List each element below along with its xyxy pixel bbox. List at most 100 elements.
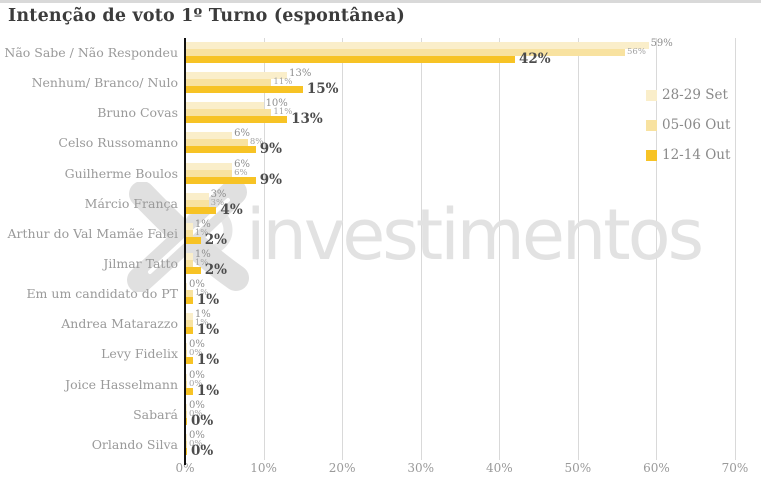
legend: 28-29 Set 05-06 Out 12-14 Out — [646, 80, 730, 170]
bar-value-label: 13% — [291, 111, 323, 128]
bar-28-29-set — [185, 72, 288, 80]
bar-value-label: 0% — [189, 339, 205, 351]
gridline — [499, 38, 501, 460]
legend-swatch-12-14-out — [646, 149, 657, 161]
bar-28-29-set — [185, 403, 187, 411]
bar-value-label: 9% — [259, 171, 282, 188]
bar-12-14-out — [185, 447, 187, 455]
bar-28-29-set — [185, 373, 187, 381]
top-border — [0, 0, 761, 3]
x-tick-label: 0% — [175, 461, 195, 475]
legend-swatch-05-06-out — [646, 119, 657, 131]
bar-28-29-set — [185, 433, 187, 441]
gridline — [263, 38, 265, 460]
category-label: Andrea Matarazzo — [61, 316, 178, 332]
bar-05-06-out — [185, 169, 233, 177]
category-label: Nenhum/ Branco/ Nulo — [31, 75, 178, 91]
bar-value-label: 10% — [265, 98, 288, 110]
bar-value-label: 15% — [306, 81, 339, 98]
bar-value-label: 6% — [234, 167, 248, 178]
bar-12-14-out — [185, 387, 193, 395]
bar-value-label: 2% — [204, 261, 227, 278]
bar-12-14-out — [185, 116, 288, 124]
bar-05-06-out — [185, 290, 193, 298]
y-axis-line — [184, 38, 186, 460]
bar-value-label: 0% — [189, 399, 205, 411]
legend-swatch-28-29-set — [646, 89, 657, 101]
gridline — [577, 38, 579, 460]
bar-value-label: 1% — [194, 318, 209, 329]
bar-28-29-set — [185, 343, 187, 351]
category-label: Jilmar Tatto — [103, 255, 178, 271]
bar-value-label: 4% — [220, 201, 243, 218]
bar-value-label: 0% — [189, 378, 203, 389]
bar-value-label: 1% — [194, 309, 211, 321]
x-tick-label: 50% — [564, 461, 592, 475]
bar-05-06-out — [185, 139, 248, 147]
legend-label: 05-06 Out — [662, 117, 731, 133]
bar-12-14-out — [185, 417, 187, 425]
category-label: Em um candidato do PT — [26, 286, 178, 302]
bar-05-06-out — [185, 320, 193, 328]
bar-value-label: 0% — [189, 438, 203, 449]
bar-value-label: 11% — [273, 77, 293, 88]
bar-28-29-set — [185, 252, 193, 260]
y-axis-tick — [184, 460, 186, 465]
bar-value-label: 42% — [519, 51, 551, 67]
bar-12-14-out — [185, 236, 201, 244]
bar-28-29-set — [185, 42, 649, 49]
x-tick-label: 40% — [485, 461, 513, 475]
bar-05-06-out — [185, 49, 625, 56]
bar-value-label: 8% — [249, 137, 264, 148]
bar-value-label: 1% — [196, 292, 220, 309]
category-label: Guilherme Boulos — [64, 165, 178, 181]
page-title: Intenção de voto 1º Turno (espontânea) — [8, 6, 406, 26]
bar-value-label: 1% — [196, 322, 220, 339]
bar-12-14-out — [185, 357, 193, 365]
bar-value-label: 6% — [234, 128, 251, 140]
category-label: Bruno Covas — [97, 105, 178, 121]
bar-value-label: 0% — [191, 412, 214, 429]
x-tick-label: 30% — [407, 461, 435, 475]
bar-value-label: 56% — [627, 47, 646, 57]
bar-12-14-out — [185, 327, 193, 335]
bar-value-label: 59% — [650, 38, 673, 49]
bar-12-14-out — [185, 86, 303, 94]
bar-12-14-out — [185, 176, 256, 184]
bar-value-label: 1% — [194, 288, 209, 299]
category-label: Arthur do Val Mamãe Falei — [7, 225, 178, 241]
bar-05-06-out — [185, 109, 272, 117]
category-label: Orlando Silva — [91, 436, 178, 452]
bar-value-label: 0% — [189, 408, 203, 419]
bar-value-label: 13% — [289, 68, 312, 80]
bar-05-06-out — [185, 199, 209, 207]
bar-12-14-out — [185, 146, 256, 154]
bar-value-label: 1% — [196, 382, 220, 399]
bar-12-14-out — [185, 266, 201, 274]
bar-05-06-out — [185, 380, 187, 388]
category-label: Celso Russomanno — [58, 135, 178, 151]
bar-05-06-out — [185, 410, 187, 418]
category-label: Márcio França — [84, 195, 178, 211]
bar-05-06-out — [185, 259, 193, 267]
bar-value-label: 0% — [189, 348, 203, 359]
bar-value-label: 9% — [259, 141, 282, 158]
x-tick-label: 60% — [643, 461, 670, 475]
bar-28-29-set — [185, 102, 264, 110]
bar-value-label: 6% — [234, 158, 251, 170]
bar-05-06-out — [185, 79, 272, 87]
category-label: Levy Fidelix — [101, 346, 178, 362]
bar-12-14-out — [185, 206, 217, 214]
bar-28-29-set — [185, 132, 233, 140]
bar-28-29-set — [185, 313, 193, 321]
watermark-text: investimentos — [246, 194, 704, 276]
gridline — [342, 38, 344, 460]
x-tick-label: 10% — [250, 461, 277, 475]
gridline — [656, 38, 658, 460]
gridline — [420, 38, 422, 460]
bar-05-06-out — [185, 229, 193, 237]
gridline — [735, 38, 736, 460]
bar-value-label: 0% — [189, 369, 205, 381]
